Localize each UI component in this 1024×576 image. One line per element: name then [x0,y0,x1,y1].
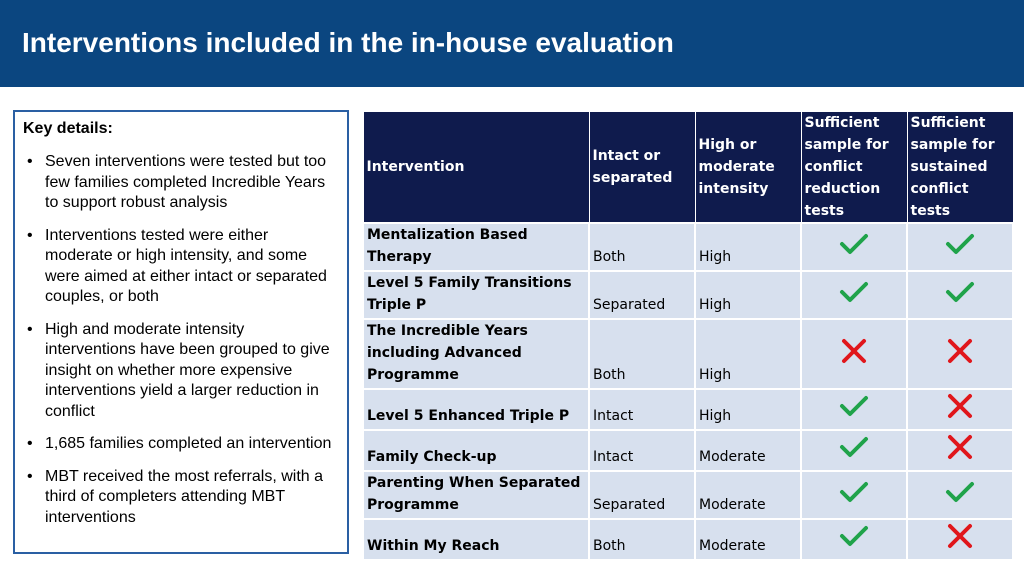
table-row: Level 5 Family Transitions Triple P Separ… [362,270,1014,320]
conflict-reduction-cell [800,222,908,272]
table-row: Level 5 Enhanced Triple P Intact High [362,388,1014,431]
key-detail-item: • Interventions tested were either modera… [27,226,327,306]
page-title: Interventions included in the in-house e… [22,27,674,58]
check-icon [838,437,870,464]
sustained-conflict-cell [906,270,1014,320]
sustained-conflict-cell [906,222,1014,272]
table-row: Mentalization Based Therapy Both High [362,222,1014,272]
intervention-name-cell: Within My Reach [362,518,590,561]
key-details-list: • Seven interventions were tested but too… [23,152,339,528]
key-detail-item: • 1,685 families completed an interventio… [23,434,339,455]
bullet-icon: • [27,435,33,452]
status-cell: Intact [588,429,696,472]
key-detail-item: • MBT received the most referrals, with a… [27,467,324,526]
bullet-icon: • [27,226,33,244]
table-row: Family Check-up Intact Moderate [362,429,1014,472]
status-cell: Separated [588,270,696,320]
cross-icon [944,435,976,464]
conflict-reduction-cell [800,518,908,561]
key-details-box: Key details: • Seven interventions were t… [13,110,349,554]
check-icon [944,481,976,509]
cross-icon [944,524,976,553]
check-icon [944,233,976,261]
intervention-name-cell: Mentalization Based Therapy [362,222,590,272]
conflict-reduction-cell [800,429,908,472]
cross-icon [944,394,976,423]
sustained-conflict-cell [906,388,1014,431]
intensity-cell: High [694,222,802,272]
check-icon [838,481,870,509]
status-cell: Separated [588,470,696,520]
check-icon [944,281,976,309]
column-header-conflict-reduction: Sufficient sample for conflict reduction… [800,111,908,224]
bullet-icon: • [27,467,33,485]
conflict-reduction-cell [800,318,908,390]
table-body: Mentalization Based Therapy Both High Level… [362,222,1014,561]
key-detail-item: • Seven interventions were tested but too… [27,153,327,211]
intervention-name-cell: The Incredible Years including Advanced … [362,318,590,390]
title-bar: Interventions included in the in-house e… [0,0,1024,87]
intensity-cell: High [694,270,802,320]
intensity-cell: High [694,388,802,431]
bullet-icon: • [27,320,33,338]
bullet-icon: • [27,153,33,170]
conflict-reduction-cell [800,388,908,431]
check-icon [838,281,870,309]
sustained-conflict-cell [906,518,1014,561]
conflict-reduction-cell [800,470,908,520]
status-cell: Both [588,318,696,390]
check-icon [838,233,870,261]
cross-icon [944,338,976,368]
sustained-conflict-cell [906,318,1014,390]
sustained-conflict-cell [906,470,1014,520]
status-cell: Both [588,222,696,272]
key-detail-item: • High and moderate intensity interventio… [27,320,330,420]
intervention-name-cell: Parenting When Separated Programme [362,470,590,520]
table-row: Parenting When Separated Programme Separa… [362,470,1014,520]
table-row: Within My Reach Both Moderate [362,518,1014,561]
column-header-status: Intact or separated [588,111,696,224]
column-header-sustained-conflict: Sufficient sample for sustained conflict… [906,111,1014,224]
intensity-cell: Moderate [694,470,802,520]
intervention-name-cell: Family Check-up [362,429,590,472]
status-cell: Both [588,518,696,561]
intervention-name-cell: Level 5 Family Transitions Triple P [362,270,590,320]
sustained-conflict-cell [906,429,1014,472]
intensity-cell: Moderate [694,518,802,561]
key-details-heading: Key details: [23,120,113,137]
table-row: The Incredible Years including Advanced … [362,318,1014,390]
intensity-cell: Moderate [694,429,802,472]
status-cell: Intact [588,388,696,431]
check-icon [838,396,870,423]
conflict-reduction-cell [800,270,908,320]
column-header-intervention: Intervention [362,111,590,224]
column-header-intensity: High or moderate intensity [694,111,802,224]
cross-icon [838,338,870,368]
intervention-name-cell: Level 5 Enhanced Triple P [362,388,590,431]
intensity-cell: High [694,318,802,390]
check-icon [838,526,870,553]
interventions-table: Intervention Intact or separated High or… [362,111,1014,561]
